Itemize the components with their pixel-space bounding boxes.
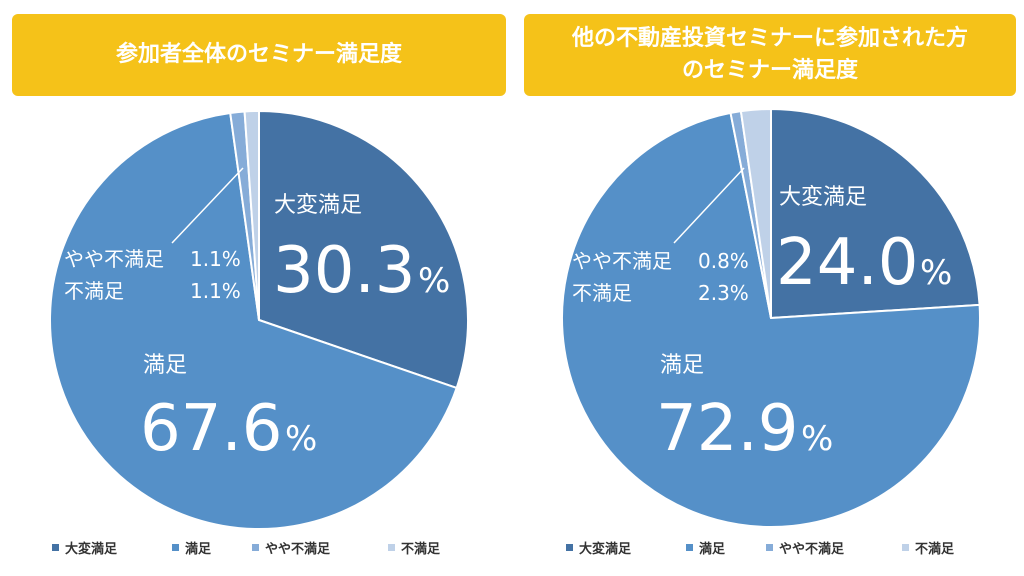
legend-label: 大変満足 (579, 542, 632, 557)
label-unsatisfied-value: 1.1% (190, 279, 241, 303)
pie-chart-other-seminar: 大変満足 24.0 % 満足 72.9 % やや不満足 0.8% 不満足 2.3% (561, 107, 981, 528)
label-very-satisfied-value: 30.3 (273, 234, 416, 308)
label-somewhat-unsatisfied-value: 0.8% (698, 249, 749, 273)
legend-swatch (686, 544, 693, 551)
label-satisfied-name: 満足 (143, 353, 187, 378)
label-satisfied-value: 72.9 (656, 392, 799, 466)
legend-swatch (766, 544, 773, 551)
label-satisfied-value: 67.6 (140, 392, 283, 466)
label-satisfied-unit: % (285, 419, 317, 459)
legend-swatch (172, 544, 179, 551)
legend-label: 不満足 (915, 542, 955, 557)
pie-slice-unsatisfied (739, 107, 772, 319)
legend-label: 不満足 (401, 542, 441, 557)
legend-item: 大変満足 (52, 538, 172, 557)
pie-slice-satisfied (561, 111, 981, 528)
label-somewhat-unsatisfied-name: やや不満足 (572, 249, 672, 273)
label-very-satisfied-name: 大変満足 (779, 185, 867, 210)
label-satisfied-name: 満足 (660, 353, 704, 378)
legend-item: やや不満足 (766, 538, 902, 557)
label-very-satisfied-unit: % (920, 253, 952, 293)
chart-title: 参加者全体のセミナー満足度 (12, 14, 506, 96)
legend-item: 大変満足 (566, 538, 686, 557)
pie-slice-unsatisfied (243, 109, 260, 321)
legend-item: やや不満足 (252, 538, 388, 557)
label-very-satisfied-value: 24.0 (776, 226, 919, 300)
chart-title-line-1: 他の不動産投資セミナーに参加された方 (571, 26, 968, 51)
legend-item: 不満足 (388, 538, 488, 557)
chart-title: 他の不動産投資セミナーに参加された方 のセミナー満足度 (524, 14, 1016, 96)
label-unsatisfied-name: 不満足 (64, 279, 124, 303)
label-satisfied-unit: % (801, 419, 833, 459)
pie-chart-overall: 大変満足 30.3 % 満足 67.6 % やや不満足 1.1% 不満足 1.1% (49, 109, 469, 530)
label-somewhat-unsatisfied-value: 1.1% (190, 247, 241, 271)
legend-swatch (52, 544, 59, 551)
legend-swatch (252, 544, 259, 551)
chart-title-text: 参加者全体のセミナー満足度 (115, 42, 402, 67)
legend-label: やや不満足 (265, 542, 331, 557)
label-somewhat-unsatisfied-name: やや不満足 (64, 247, 164, 271)
legend-item: 満足 (686, 538, 766, 557)
right-chart-panel: 他の不動産投資セミナーに参加された方 のセミナー満足度 大変満足 24.0% 満足 7… (512, 0, 1024, 576)
chart-legend: 大変満足 満足 やや不満足 不満足 (566, 538, 1002, 557)
legend-label: 大変満足 (65, 542, 118, 557)
label-unsatisfied-name: 不満足 (572, 281, 632, 305)
chart-legend: 大変満足 満足 やや不満足 不満足 (52, 538, 488, 557)
legend-label: 満足 (185, 542, 212, 557)
label-very-satisfied-name: 大変満足 (274, 193, 362, 218)
legend-swatch (388, 544, 395, 551)
legend-item: 不満足 (902, 538, 1002, 557)
leader-line (171, 167, 244, 244)
pie-slice-satisfied (49, 111, 458, 530)
leader-line (673, 167, 745, 244)
legend-swatch (566, 544, 573, 551)
pie-slice-very-satisfied (770, 107, 981, 320)
legend-swatch (902, 544, 909, 551)
chart-title-line-2: のセミナー満足度 (681, 58, 858, 83)
label-very-satisfied-unit: % (418, 261, 450, 301)
left-chart-panel: 参加者全体のセミナー満足度 大変満足 30.3% 満足 67.6% やや不満足 1.1% 不… (12, 14, 506, 557)
legend-label: 満足 (699, 542, 726, 557)
legend-item: 満足 (172, 538, 252, 557)
legend-label: やや不満足 (779, 542, 845, 557)
pie-slice-very-satisfied (258, 109, 469, 390)
label-unsatisfied-value: 2.3% (698, 281, 749, 305)
